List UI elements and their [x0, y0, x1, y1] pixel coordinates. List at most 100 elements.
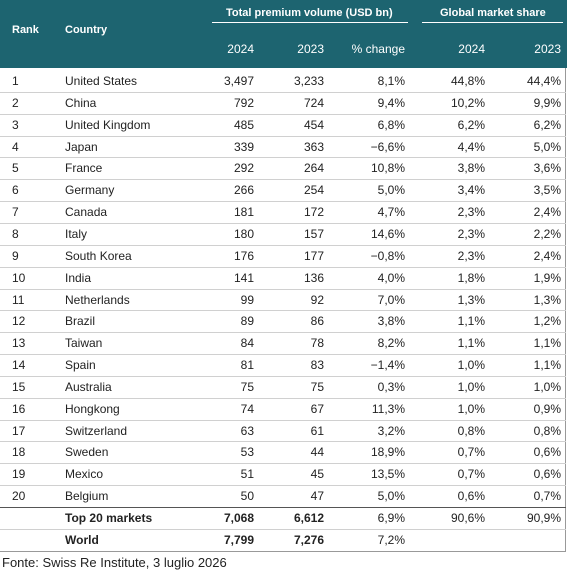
subheader: % change	[351, 42, 405, 56]
country-cell: Japan	[65, 139, 98, 154]
value-cell: 11,3%	[371, 401, 405, 416]
row-divider	[0, 244, 566, 246]
value-cell: 99	[240, 292, 254, 307]
country-cell: Germany	[65, 183, 115, 198]
value-cell: 136	[303, 270, 324, 285]
value-cell: −1,4%	[370, 358, 405, 373]
value-cell: 2,4%	[533, 248, 561, 263]
rank-cell: 19	[12, 467, 26, 482]
country-cell: Canada	[65, 205, 108, 220]
value-cell: 2,3%	[457, 205, 485, 220]
value-cell: 254	[303, 183, 324, 198]
value-cell: 792	[233, 95, 254, 110]
header-rank: Rank	[12, 24, 39, 36]
row-divider	[0, 288, 566, 290]
value-cell: 5,0%	[377, 183, 405, 198]
value-cell: 6,8%	[377, 117, 405, 132]
header-underline	[422, 22, 563, 23]
value-cell: 339	[233, 139, 254, 154]
value-cell: 6,2%	[533, 117, 561, 132]
row-divider	[0, 201, 566, 203]
value-cell: 78	[310, 336, 324, 351]
rank-cell: 15	[12, 379, 26, 394]
total-value: 6,9%	[377, 511, 405, 525]
value-cell: 292	[233, 161, 254, 176]
value-cell: 1,0%	[457, 379, 485, 394]
rank-cell: 6	[12, 183, 19, 198]
value-cell: 3,497	[223, 74, 254, 88]
value-cell: 53	[240, 445, 254, 460]
row-divider	[0, 222, 566, 224]
value-cell: 2,3%	[457, 226, 485, 241]
country-cell: France	[65, 161, 103, 176]
value-cell: 8,2%	[377, 336, 405, 351]
total-value: 6,612	[293, 511, 324, 525]
rank-cell: 9	[12, 248, 19, 263]
value-cell: 10,2%	[450, 95, 485, 110]
value-cell: 44,8%	[450, 74, 485, 88]
row-divider	[0, 91, 566, 93]
value-cell: 0,6%	[457, 489, 485, 504]
value-cell: 454	[303, 117, 324, 132]
value-cell: 3,8%	[377, 314, 405, 329]
value-cell: 74	[240, 401, 254, 416]
value-cell: 6,2%	[457, 117, 485, 132]
total-value: 7,276	[293, 532, 324, 547]
value-cell: 81	[240, 358, 254, 373]
row-divider	[0, 485, 566, 487]
value-cell: 44	[310, 445, 324, 460]
country-cell: Hongkong	[65, 401, 120, 416]
country-cell: Australia	[65, 379, 112, 394]
rank-cell: 11	[12, 292, 25, 307]
value-cell: 141	[233, 270, 254, 285]
value-cell: 9,9%	[533, 95, 561, 110]
value-cell: 1,1%	[533, 336, 561, 351]
value-cell: 67	[310, 401, 324, 416]
value-cell: 1,0%	[457, 358, 485, 373]
rank-cell: 17	[12, 423, 26, 438]
row-divider	[0, 135, 566, 137]
value-cell: 157	[303, 226, 324, 241]
value-cell: 3,6%	[533, 161, 561, 176]
total-value: 7,068	[223, 511, 254, 525]
value-cell: 0,3%	[377, 379, 405, 394]
value-cell: 3,233	[293, 74, 324, 88]
value-cell: 0,8%	[457, 423, 485, 438]
country-cell: United Kingdom	[65, 117, 151, 132]
value-cell: 0,6%	[533, 445, 561, 460]
value-cell: 2,3%	[457, 248, 485, 263]
value-cell: 3,5%	[533, 183, 561, 198]
total-label: World	[65, 532, 99, 547]
value-cell: 363	[303, 139, 324, 154]
row-divider	[0, 397, 566, 399]
row-divider	[0, 375, 566, 377]
value-cell: −6,6%	[370, 139, 405, 154]
value-cell: 84	[240, 336, 254, 351]
value-cell: 1,3%	[533, 292, 561, 307]
value-cell: 14,6%	[370, 226, 405, 241]
value-cell: 172	[303, 205, 324, 220]
value-cell: 83	[310, 358, 324, 373]
row-divider	[0, 157, 566, 159]
total-value: 90,9%	[526, 511, 561, 525]
value-cell: 4,0%	[377, 270, 405, 285]
value-cell: 47	[310, 489, 324, 504]
header-share: Global market share	[440, 7, 546, 19]
subheader: 2024	[458, 42, 485, 56]
value-cell: 485	[233, 117, 254, 132]
country-cell: Switzerland	[65, 423, 128, 438]
rank-cell: 5	[12, 161, 19, 176]
table-header	[0, 0, 567, 68]
value-cell: 7,0%	[377, 292, 405, 307]
value-cell: 1,1%	[457, 336, 485, 351]
rank-cell: 1	[12, 74, 19, 88]
value-cell: 5,0%	[533, 139, 561, 154]
value-cell: 180	[233, 226, 254, 241]
subheader: 2023	[297, 42, 324, 56]
value-cell: 4,7%	[377, 205, 405, 220]
country-cell: Mexico	[65, 467, 104, 482]
country-cell: Brazil	[65, 314, 96, 329]
subheader: 2023	[534, 42, 561, 56]
rank-cell: 20	[12, 489, 26, 504]
row-divider	[0, 266, 566, 268]
